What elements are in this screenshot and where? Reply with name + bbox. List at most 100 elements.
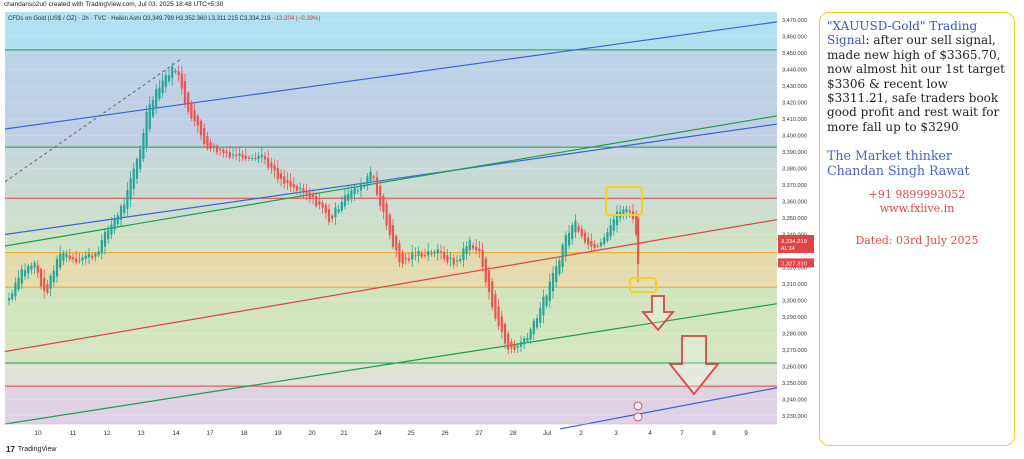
candle-body (177, 71, 180, 76)
candle-body (196, 115, 199, 126)
price-tick-label: 3,310.000 (782, 282, 807, 288)
symbol-name: CFDs on Gold (US$ / OZ) · 2h · TVC · Hei… (8, 16, 141, 22)
high-highlight-box (605, 186, 643, 216)
candle-body (465, 246, 468, 255)
candle-body (603, 237, 606, 245)
candle-body (75, 258, 78, 263)
candle-body (369, 171, 372, 182)
candle-body (366, 176, 369, 186)
candle-body (145, 111, 148, 146)
candle-body (478, 248, 481, 252)
candle-body (299, 187, 302, 189)
trend-line (4, 303, 778, 425)
price-tick-label: 3,360.000 (782, 200, 807, 206)
candle-body (23, 270, 27, 277)
countdown-text: 41:34 (781, 246, 795, 252)
prev-price-text: 3,327.310 (781, 261, 807, 267)
candle-body (62, 253, 65, 261)
candle-body (420, 253, 423, 257)
candle-body (260, 155, 263, 158)
candle-body (468, 240, 471, 251)
price-tick-label: 3,450.000 (782, 51, 807, 57)
candle-body (475, 246, 478, 251)
candle-body (481, 249, 484, 267)
candle-body (334, 207, 337, 218)
price-tick-label: 3,250.000 (782, 381, 807, 387)
down-arrow-large (668, 335, 720, 396)
candle-body (398, 243, 401, 263)
flag-event-icon (633, 412, 643, 422)
candle-body (327, 209, 331, 223)
candle-body (615, 211, 619, 226)
signal-title: "XAUUSD-Gold" Trading Signal (827, 19, 978, 48)
candle-body (30, 265, 33, 270)
ohlc-low: L3,311.215 (208, 16, 238, 22)
candle-body (283, 176, 286, 184)
candle-body (459, 259, 462, 262)
time-tick-label: 8 (712, 430, 716, 437)
price-tick-label: 3,320.000 (782, 265, 807, 271)
candle-body (129, 178, 132, 200)
price-tick-label: 3,350.000 (782, 216, 807, 222)
trend-line (4, 115, 778, 247)
candle-body (580, 228, 583, 237)
candle-body (545, 295, 548, 307)
candle-body (27, 265, 30, 274)
candle-body (567, 232, 571, 246)
candle-body (158, 87, 161, 99)
candle-body (622, 209, 625, 215)
candle-body (225, 151, 228, 154)
candle-body (350, 190, 353, 198)
candle-body (222, 149, 225, 154)
candle-body (183, 80, 187, 105)
candle-body (78, 260, 81, 262)
time-tick-label: 14 (172, 430, 180, 437)
price-tick-label: 3,440.000 (782, 68, 807, 74)
candle-body (119, 206, 123, 220)
candle-body (71, 257, 75, 260)
price-tick-label: 3,470.000 (782, 18, 807, 24)
time-axis: 10 11 12 13 14 17 18 19 20 21 24 25 26 27 28 Jul 2 3 4 7 8 9 (5, 423, 777, 437)
time-tick-label: 27 (475, 430, 483, 437)
candle-body (206, 135, 209, 149)
candle-body (270, 162, 273, 168)
candle-body (407, 258, 411, 261)
candle-body (343, 195, 347, 207)
candle-body (263, 156, 267, 160)
candle-body (612, 219, 615, 231)
time-tick-label: 13 (137, 430, 145, 437)
signal-note-box: "XAUUSD-Gold" Trading Signal: after our … (819, 12, 1015, 446)
candle-body (571, 225, 574, 240)
candle-body (39, 269, 43, 287)
candle-body (558, 260, 561, 275)
candle-body (606, 232, 609, 241)
candle-body (551, 273, 555, 292)
price-chart[interactable]: 3,470.000 3,460.000 3,450.000 3,440.000 3,43… (0, 0, 816, 459)
candle-body (273, 165, 276, 171)
candle-body (379, 186, 382, 206)
candle-body (359, 183, 363, 191)
candle-body (180, 73, 183, 89)
candle-body (33, 262, 36, 268)
candle-body (142, 132, 145, 159)
candle-body (382, 195, 385, 212)
candle-body (276, 167, 279, 179)
time-tick-label: 7 (680, 430, 684, 437)
candle-body (174, 70, 177, 73)
candle-body (241, 154, 244, 158)
candle-body (564, 235, 567, 256)
candle-body (587, 237, 590, 245)
time-tick-label: 9 (744, 430, 748, 437)
candle-body (523, 338, 526, 345)
candle-body (55, 258, 59, 277)
candle-body (353, 187, 356, 194)
candle-body (49, 276, 52, 289)
candle-body (510, 341, 513, 349)
time-tick-label: 17 (206, 430, 214, 437)
phone-text: +91 9899993052 (868, 188, 966, 202)
candle-body (513, 345, 516, 350)
time-tick-label: 19 (274, 430, 282, 437)
candle-body (555, 266, 558, 283)
candle-body (155, 89, 158, 109)
candle-body (388, 214, 391, 236)
